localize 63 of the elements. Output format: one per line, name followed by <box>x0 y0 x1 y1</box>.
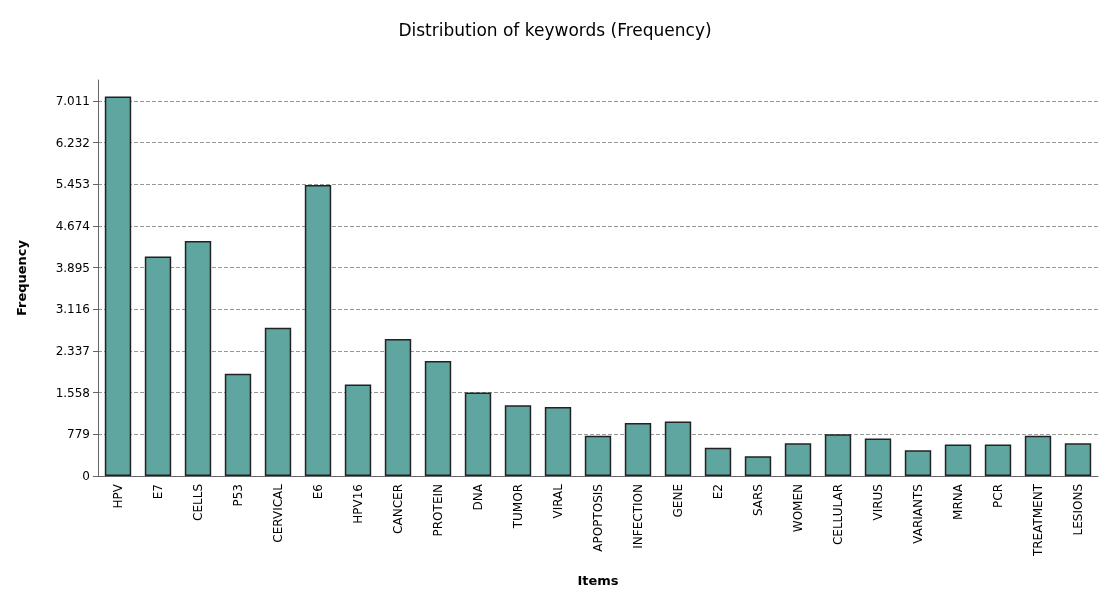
y-tick-label: 1.558 <box>55 385 90 400</box>
y-tick-label: 7.011 <box>55 93 90 108</box>
y-axis-title: Frequency <box>14 239 29 317</box>
x-tick-label: INFECTION <box>631 484 645 549</box>
bar <box>984 444 1012 476</box>
bar <box>304 184 332 476</box>
y-tick-label: 3.895 <box>55 260 90 275</box>
x-tick-label: HPV <box>111 483 125 509</box>
x-tick-label: SARS <box>751 484 765 517</box>
bar <box>624 423 652 476</box>
bar <box>944 444 972 476</box>
x-tick-label: VIRUS <box>871 484 885 521</box>
x-tick-label: CELLULAR <box>831 484 845 546</box>
x-tick-label: CELLS <box>191 484 205 521</box>
y-tick-label: 5.453 <box>55 177 90 192</box>
x-tick-label: E6 <box>311 484 325 500</box>
x-tick-label: VIRAL <box>551 483 565 519</box>
y-tick-label: 4.674 <box>55 218 90 233</box>
bar <box>144 256 172 476</box>
x-tick-label: WOMEN <box>791 484 805 533</box>
bar <box>744 456 772 476</box>
bar <box>384 339 412 476</box>
bar <box>1024 435 1052 476</box>
bar <box>664 421 692 476</box>
x-tick-label: E2 <box>711 484 725 500</box>
x-tick-label: E7 <box>151 484 165 500</box>
bar <box>704 447 732 476</box>
y-tick-label: 3.116 <box>55 302 90 317</box>
x-tick-label: DNA <box>471 483 485 511</box>
bar <box>424 360 452 476</box>
bar <box>264 327 292 476</box>
bar <box>864 438 892 476</box>
y-tick-label: 779 <box>67 427 90 442</box>
x-tick-label: MRNA <box>951 483 965 520</box>
bar <box>344 384 372 476</box>
bar <box>584 435 612 476</box>
bar <box>504 405 532 476</box>
bar <box>544 406 572 476</box>
bar <box>104 96 132 476</box>
x-tick-label: HPV16 <box>351 484 365 524</box>
bar <box>464 392 492 476</box>
x-tick-label: PROTEIN <box>431 484 445 537</box>
bar <box>904 450 932 476</box>
x-tick-label: PCR <box>991 484 1005 508</box>
bar <box>184 241 212 476</box>
x-tick-label: TREATMENT <box>1031 483 1045 558</box>
bar <box>1064 443 1092 476</box>
bar <box>784 443 812 476</box>
x-tick-label: APOPTOSIS <box>591 484 605 552</box>
y-tick-label: 2.337 <box>55 343 90 358</box>
bar <box>224 373 252 476</box>
bar <box>824 434 852 476</box>
y-tick-label: 0 <box>82 469 90 483</box>
x-tick-label: TUMOR <box>511 484 525 530</box>
x-tick-label: P53 <box>231 484 245 507</box>
chart-title: Distribution of keywords (Frequency) <box>398 19 712 40</box>
x-tick-label: GENE <box>671 484 685 518</box>
y-tick-label: 6.232 <box>55 135 90 150</box>
x-tick-label: LESIONS <box>1071 484 1085 536</box>
x-tick-label: VARIANTS <box>911 484 925 544</box>
x-tick-label: CANCER <box>391 484 405 534</box>
x-tick-label: CERVICAL <box>271 483 285 543</box>
x-axis-title: Items <box>577 573 619 588</box>
